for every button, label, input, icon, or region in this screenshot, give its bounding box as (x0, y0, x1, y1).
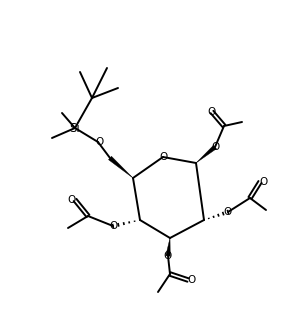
Text: O: O (224, 207, 232, 217)
Text: O: O (211, 142, 219, 152)
Text: O: O (187, 275, 195, 285)
Polygon shape (196, 145, 216, 163)
Text: O: O (68, 195, 76, 205)
Text: O: O (208, 107, 216, 117)
Text: O: O (164, 251, 172, 261)
Text: O: O (109, 221, 117, 231)
Text: Si: Si (70, 122, 80, 135)
Polygon shape (108, 156, 133, 178)
Polygon shape (166, 238, 170, 256)
Text: O: O (259, 177, 267, 187)
Text: O: O (95, 137, 103, 147)
Text: O: O (160, 152, 168, 162)
